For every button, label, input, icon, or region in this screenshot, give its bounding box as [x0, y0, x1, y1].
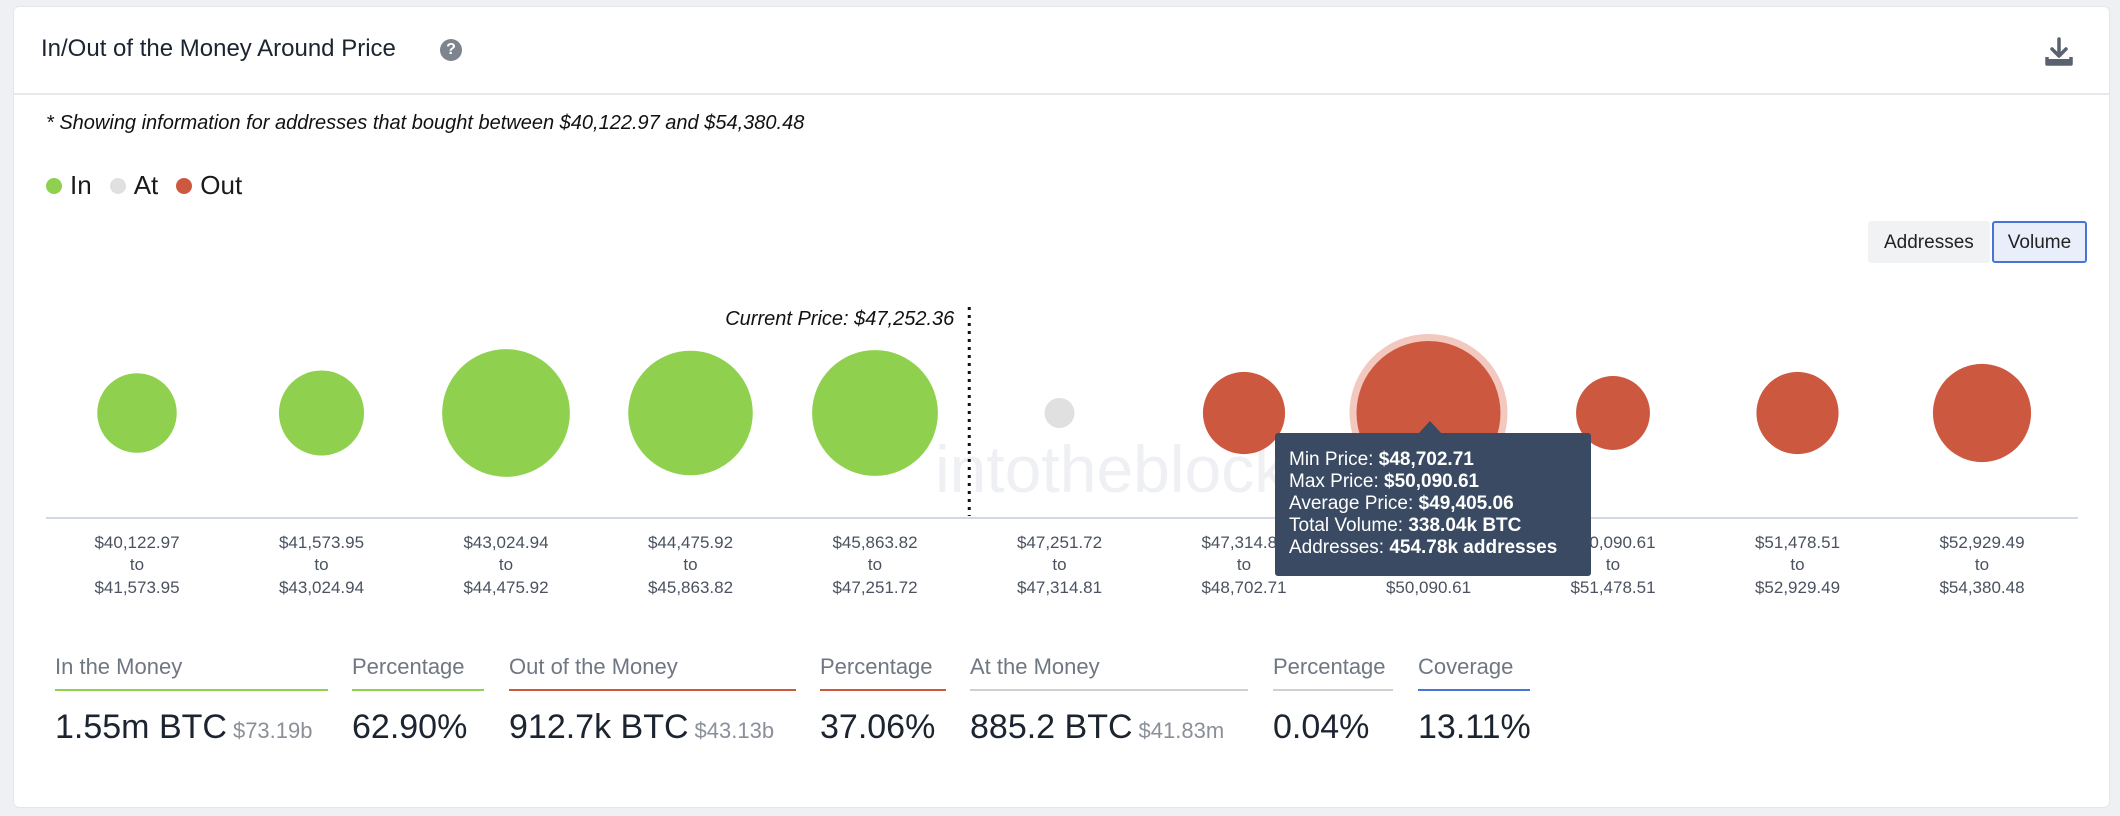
tick-label-to: $48,702.71 — [1201, 578, 1286, 597]
legend-dot-at — [109, 177, 126, 194]
stat-value-at-money: 885.2 BTC $41.83m — [970, 708, 1225, 746]
legend-item-in[interactable]: In — [46, 170, 92, 201]
bubble-out-8 — [1576, 376, 1650, 450]
tick-label-to: $54,380.48 — [1939, 578, 2024, 597]
tick-label-to-word: to — [683, 555, 697, 574]
bubble-at-5 — [1044, 398, 1075, 428]
card-header: In/Out of the Money Around Price ? — [14, 7, 2109, 95]
tick-label-from: $47,251.72 — [1017, 533, 1102, 552]
legend-item-at[interactable]: At — [109, 170, 159, 201]
tick-label-from: $52,929.49 — [1939, 533, 2024, 552]
legend-dot-in — [46, 177, 62, 194]
tooltip-row-addresses: Addresses: 454.78k addresses — [1289, 537, 1558, 558]
tick-label-to: $52,929.49 — [1755, 578, 1840, 597]
addresses-toggle-button[interactable]: Addresses — [1868, 221, 1990, 263]
bubble-in-1 — [278, 370, 365, 456]
tick-label-to: $50,090.61 — [1386, 578, 1471, 597]
tick-label-from: $40,122.97 — [94, 533, 179, 552]
stat-label-in-percentage: Percentage — [352, 654, 484, 691]
stat-value-in-percentage: 62.90% — [352, 708, 468, 746]
tick-label-to-word: to — [314, 555, 328, 574]
tick-label-to-word: to — [868, 555, 882, 574]
stat-label-in-money: In the Money — [55, 654, 328, 691]
tick-label-to-word: to — [1975, 555, 1989, 574]
tick-label-from: $43,024.94 — [463, 533, 548, 552]
tick-label-to-word: to — [1237, 555, 1251, 574]
stat-label-coverage: Coverage — [1418, 654, 1530, 691]
bubble-in-3 — [628, 350, 753, 476]
tick-label-to: $47,314.81 — [1017, 578, 1102, 597]
tick-label-to: $45,863.82 — [648, 578, 733, 597]
legend-label-in: In — [70, 170, 92, 200]
range-note: * Showing information for addresses that… — [46, 112, 805, 134]
bubble-in-0 — [97, 373, 177, 453]
bubble-out-9 — [1756, 371, 1839, 455]
legend-label-out: Out — [200, 170, 243, 200]
tooltip-arrow — [1418, 421, 1442, 434]
tick-label-to: $51,478.51 — [1570, 578, 1655, 597]
legend-dot-out — [176, 177, 193, 194]
tick-label-from: $51,478.51 — [1755, 533, 1840, 552]
tooltip-row-volume: Total Volume: 338.04k BTC — [1289, 515, 1522, 536]
tick-label-to-word: to — [499, 555, 513, 574]
stat-label-out-percentage: Percentage — [820, 654, 946, 691]
stat-value-at-percentage: 0.04% — [1273, 708, 1370, 746]
tick-label-from: $50,090.61 — [1570, 533, 1655, 552]
stat-value-in-money: 1.55m BTC $73.19b — [55, 708, 313, 746]
volume-toggle-button[interactable]: Volume — [1991, 221, 2088, 263]
tick-label-from: $47,314.81 — [1201, 533, 1286, 552]
tick-label-from: $44,475.92 — [648, 533, 733, 552]
stat-value-out-money: 912.7k BTC $43.13b — [509, 708, 775, 746]
tick-label-to-word: to — [1052, 555, 1066, 574]
tick-label-from: $45,863.82 — [832, 533, 917, 552]
current-price-label: Current Price: $47,252.36 — [725, 308, 955, 330]
bubble-in-4 — [812, 350, 938, 476]
tick-label-to-word: to — [130, 555, 144, 574]
stat-label-out-money: Out of the Money — [509, 654, 796, 691]
tooltip-row-avg: Average Price: $49,405.06 — [1289, 493, 1514, 514]
legend-label-at: At — [133, 170, 159, 200]
bubble-in-2 — [442, 349, 570, 477]
stat-label-at-percentage: Percentage — [1273, 654, 1393, 691]
metric-toggle: Addresses Volume — [1868, 221, 2088, 263]
page-title: In/Out of the Money Around Price — [41, 35, 396, 62]
stat-label-at-money: At the Money — [970, 654, 1248, 691]
tick-label-from: $41,573.95 — [279, 533, 364, 552]
tick-label-to: $43,024.94 — [279, 578, 364, 597]
bubble-tooltip: Min Price: $48,702.71 Max Price: $50,090… — [1275, 433, 1591, 576]
legend-item-out[interactable]: Out — [176, 170, 242, 201]
tick-label-to: $47,251.72 — [832, 578, 917, 597]
tick-label-to: $41,573.95 — [94, 578, 179, 597]
stat-value-coverage: 13.11% — [1418, 708, 1531, 746]
question-circle-icon[interactable]: ? — [440, 39, 462, 61]
tick-label-to: $44,475.92 — [463, 578, 548, 597]
bubble-out-6 — [1202, 371, 1286, 455]
tooltip-row-min: Min Price: $48,702.71 — [1289, 449, 1474, 470]
tick-label-to-word: to — [1790, 555, 1804, 574]
tooltip-row-max: Max Price: $50,090.61 — [1289, 471, 1480, 492]
bubble-out-10 — [1932, 363, 2032, 463]
download-icon[interactable] — [2042, 35, 2076, 69]
tick-label-to-word: to — [1606, 555, 1620, 574]
stat-value-out-percentage: 37.06% — [820, 708, 936, 746]
chart-legend: In At Out — [46, 170, 242, 201]
